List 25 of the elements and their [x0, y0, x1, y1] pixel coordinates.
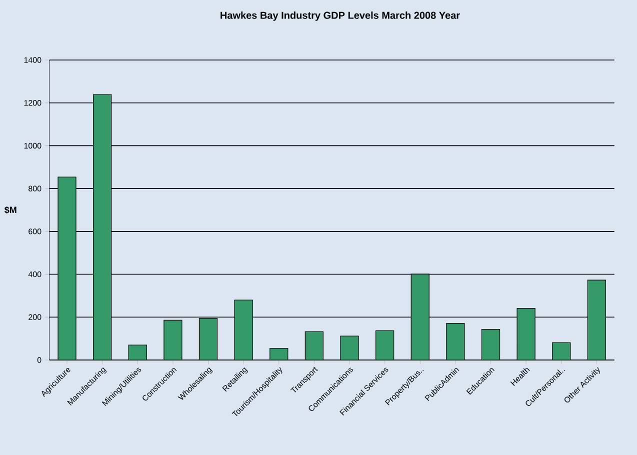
bar [164, 320, 182, 360]
bar [58, 176, 76, 360]
bar [340, 336, 359, 360]
y-axis-title: $M [4, 206, 16, 214]
bar [128, 345, 147, 360]
y-tick-label: 0 [37, 357, 42, 363]
chart-title: Hawkes Bay Industry GDP Levels March 2008 Year [220, 12, 460, 21]
bar [517, 308, 536, 360]
y-tick-label: 1000 [24, 142, 42, 149]
y-tick-label: 1200 [24, 100, 42, 106]
bar [446, 323, 464, 360]
bar [199, 318, 218, 360]
bar [305, 332, 324, 360]
y-tick-label: 400 [28, 271, 42, 278]
y-tick-label: 800 [28, 186, 42, 192]
bar [376, 330, 394, 360]
y-tick-label: 1400 [24, 57, 42, 63]
y-tick-label: 200 [28, 314, 42, 320]
bar [552, 342, 570, 360]
y-tick-label: 600 [28, 228, 42, 234]
bar [587, 280, 606, 360]
bar [234, 300, 253, 360]
bar [482, 329, 500, 360]
bar [411, 274, 430, 360]
bar [93, 94, 112, 360]
